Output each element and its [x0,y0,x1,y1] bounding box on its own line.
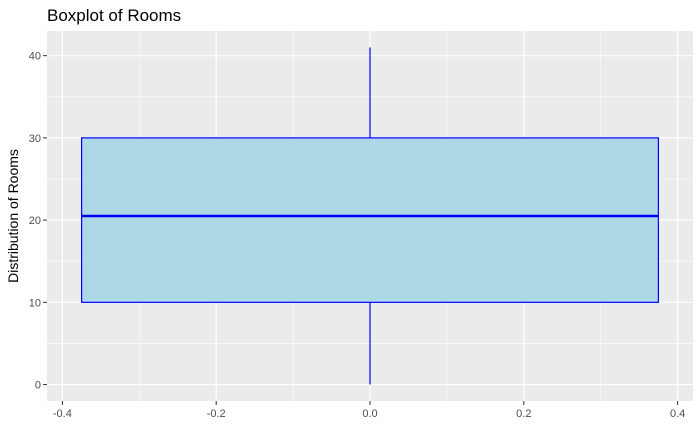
boxplot-layer [81,47,659,385]
interquartile-box [81,137,659,303]
y-tick-label: 40 [29,51,41,63]
y-tick-label: 10 [29,297,41,309]
y-tick-label: 30 [29,133,41,145]
y-axis: 0 10 20 30 40 [29,51,47,392]
x-tick-label: -0.2 [207,408,226,420]
y-tick-label: 0 [35,380,41,392]
x-tick-label: 0.2 [516,408,531,420]
chart-title: Boxplot of Rooms [47,6,181,25]
x-tick-label: 0.0 [362,408,377,420]
y-tick-label: 20 [29,215,41,227]
y-axis-title: Distribution of Rooms [5,149,21,283]
x-axis: -0.4 -0.2 0.0 0.2 0.4 [53,401,685,420]
x-tick-label: 0.4 [670,408,685,420]
x-tick-label: -0.4 [53,408,72,420]
